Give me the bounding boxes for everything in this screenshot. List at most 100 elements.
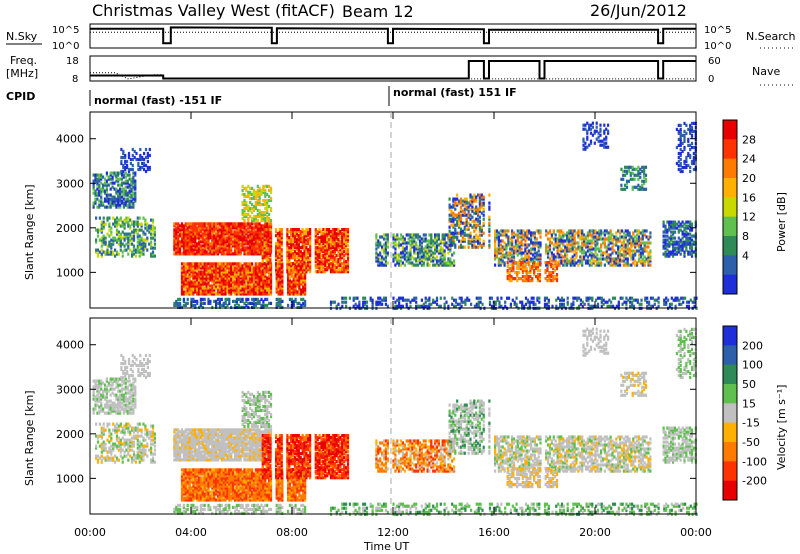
data-cell [324,250,327,254]
data-cell [120,201,124,205]
data-cell [109,187,112,191]
data-cell [260,270,263,274]
data-cell [192,244,195,248]
data-cell [277,301,280,305]
data-cell [203,268,206,272]
data-cell [566,263,569,267]
data-cell [511,253,514,257]
data-cell [547,251,550,255]
data-cell [260,288,263,292]
data-cell [239,280,242,284]
data-cell [290,284,293,288]
data-cell [328,256,331,260]
data-cell [276,232,280,236]
data-cell [251,222,254,226]
data-cell [226,290,229,294]
data-cell [526,229,529,233]
data-cell [201,238,204,242]
data-cell [179,250,182,254]
data-cell [269,301,273,305]
data-cell [260,262,263,266]
data-cell [100,197,103,201]
data-cell [121,236,124,240]
data-cell [684,296,687,300]
data-cell [190,268,193,272]
data-cell [153,230,156,234]
data-cell [94,191,97,195]
data-cell [290,240,293,244]
data-cell [224,278,227,282]
data-cell [279,274,282,278]
data-cell [180,282,184,286]
data-cell [122,181,125,185]
data-cell [524,249,527,253]
data-cell [687,300,690,304]
data-cell [571,261,574,265]
data-cell [199,244,202,248]
data-cell [205,252,208,256]
data-cell [556,237,559,241]
data-cell [443,296,446,300]
data-cell [384,259,387,263]
data-cell [108,242,111,246]
data-cell [581,251,584,255]
data-cell [324,264,327,268]
data-cell [456,302,459,306]
data-cell [263,234,266,238]
data-cell [228,278,231,282]
data-cell [220,272,223,276]
data-cell [275,258,278,262]
data-cell [314,254,317,258]
data-cell [324,228,327,232]
data-cell [243,270,246,274]
data-cell [503,231,506,235]
data-cell [256,188,259,192]
data-cell [220,222,223,226]
data-cell [449,247,452,251]
data-cell [584,259,588,263]
data-cell [297,264,300,268]
data-cell [335,234,338,238]
data-cell [96,177,99,181]
data-cell [251,274,254,278]
data-cell [269,260,272,264]
data-cell [451,261,454,265]
data-cell [131,222,134,226]
data-cell [576,296,579,300]
data-cell [260,252,263,256]
data-cell [567,233,571,237]
data-cell [215,242,218,246]
data-cell [435,302,439,306]
data-cell [211,286,214,290]
data-cell [331,240,334,244]
data-cell [251,270,254,274]
data-cell [345,262,348,266]
data-cell [243,232,246,236]
data-cell [235,301,238,305]
data-cell [469,233,472,237]
data-cell [243,274,246,278]
data-cell [301,254,304,258]
data-cell [293,252,297,256]
data-cell [430,233,433,237]
data-cell [298,280,301,284]
data-cell [139,147,142,152]
data-cell [222,252,225,256]
data-cell [182,234,185,238]
data-cell [226,250,229,254]
data-cell [136,232,139,236]
data-cell [409,251,412,255]
data-cell [209,230,212,234]
data-cell [279,284,282,288]
data-cell [523,304,526,308]
data-cell [417,235,420,239]
data-cell [507,251,510,255]
data-cell [182,232,185,236]
data-cell [184,236,187,240]
data-cell [197,276,201,280]
data-cell [140,228,143,232]
data-cell [245,186,248,190]
data-cell [197,238,201,242]
data-cell [241,305,244,309]
data-cell [554,241,557,245]
